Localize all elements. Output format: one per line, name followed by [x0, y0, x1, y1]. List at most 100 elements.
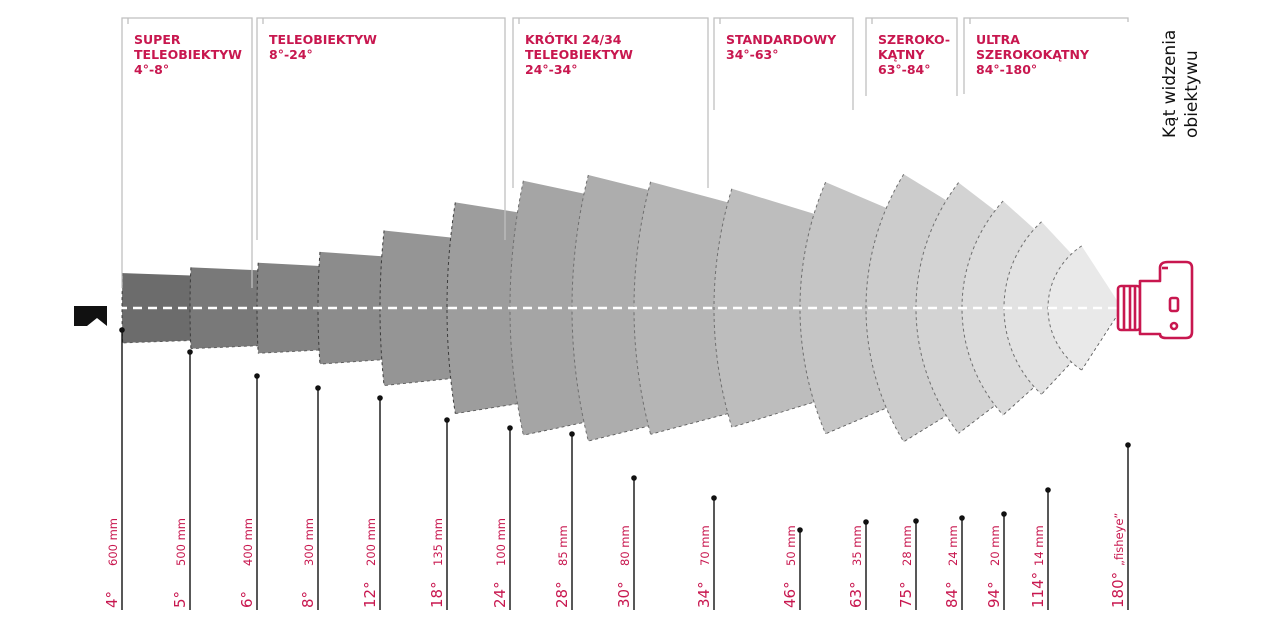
sector-arc-34 — [713, 188, 733, 428]
angle-label-24: 24° — [491, 581, 509, 608]
lens-column-46: 46° 50 mm — [781, 525, 803, 610]
angle-label-180: 180° — [1109, 572, 1127, 608]
focal-label-63: 35 mm — [850, 525, 864, 566]
focal-label-94: 20 mm — [988, 525, 1002, 566]
lens-column-18: 18° 135 mm — [428, 417, 450, 610]
group-label-line: 4°-8° — [134, 62, 169, 77]
group-label-line: 34°-63° — [726, 47, 778, 62]
group-label-line: 24°-34° — [525, 62, 577, 77]
leader-dot-28 — [569, 431, 575, 437]
focal-label-46: 50 mm — [784, 525, 798, 566]
angle-label-63: 63° — [847, 581, 865, 608]
group-label-5: SZEROKO-KĄTNY 63°-84° — [878, 32, 950, 77]
leader-dot-5 — [187, 349, 193, 355]
leader-dot-30 — [631, 475, 637, 481]
camera-icon — [1116, 260, 1194, 340]
lens-labels: 4° 600 mm 5° 500 mm 6° 400 mm 8° 300 mm 12° 200 m… — [103, 327, 1131, 610]
leader-dot-114 — [1045, 487, 1051, 493]
angle-label-30: 30° — [615, 581, 633, 608]
focal-label-114: 14 mm — [1032, 525, 1046, 566]
angle-label-114: 114° — [1029, 572, 1047, 608]
focal-label-34: 70 mm — [698, 525, 712, 566]
leader-dot-6 — [254, 373, 260, 379]
lens-column-30: 30° 80 mm — [615, 475, 637, 610]
group-bracket-2 — [256, 17, 506, 240]
chart-title-line-1: Kąt widzenia — [1160, 30, 1180, 138]
group-bracket-5 — [865, 17, 958, 96]
leader-dot-46 — [797, 527, 803, 533]
group-label-line: SUPER — [134, 32, 181, 47]
angle-label-5: 5° — [171, 591, 189, 608]
group-label-line: SZEROKO- — [878, 32, 950, 47]
angle-label-18: 18° — [428, 581, 446, 608]
lens-column-84: 84° 24 mm — [943, 515, 965, 610]
sector-arc-12 — [379, 230, 385, 386]
sector-arc-46 — [799, 181, 827, 435]
leader-dot-8 — [315, 385, 321, 391]
lens-column-63: 63° 35 mm — [847, 519, 869, 610]
lens-column-5: 5° 500 mm — [171, 349, 193, 610]
angle-label-84: 84° — [943, 581, 961, 608]
group-label-line: TELEOBIEKTYW — [134, 47, 242, 62]
focal-label-28: 85 mm — [556, 525, 570, 566]
group-bracket-6 — [963, 17, 1129, 94]
focal-label-12: 200 mm — [364, 518, 378, 566]
group-label-2: TELEOBIEKTYW 8°-24° — [269, 32, 377, 62]
angle-label-28: 28° — [553, 581, 571, 608]
group-header-6: ULTRA SZEROKOKĄTNY 84°-180° — [963, 17, 1129, 94]
sector-ray-114 — [1081, 307, 1123, 371]
group-label-3: KRÓTKI 24/34 TELEOBIEKTYW 24°-34° — [525, 32, 633, 77]
sector-layer — [118, 173, 1129, 443]
sector-arc-63 — [865, 173, 905, 443]
group-label-line: STANDARDOWY — [726, 32, 837, 47]
group-bracket-4 — [713, 17, 854, 110]
focal-label-180: „fisheye” — [1112, 513, 1126, 566]
lens-column-34: 34° 70 mm — [695, 495, 717, 610]
group-label-line: 84°-180° — [976, 62, 1037, 77]
leader-dot-18 — [444, 417, 450, 423]
leader-dot-75 — [913, 518, 919, 524]
focal-label-30: 80 mm — [618, 525, 632, 566]
angle-label-46: 46° — [781, 581, 799, 608]
leader-dot-24 — [507, 425, 513, 431]
leader-dot-180 — [1125, 442, 1131, 448]
lens-column-4: 4° 600 mm — [103, 327, 125, 610]
group-header-1: SUPER TELEOBIEKTYW 4°-8° — [121, 17, 253, 288]
group-label-4: STANDARDOWY 34°-63° — [726, 32, 837, 62]
group-headers: SUPER TELEOBIEKTYW 4°-8°TELEOBIEKTYW 8°-24°… — [121, 17, 1129, 288]
sector-arc-6 — [256, 262, 259, 354]
lens-column-114: 114° 14 mm — [1029, 487, 1051, 610]
group-bracket-1 — [121, 17, 253, 288]
group-label-line: KRÓTKI 24/34 — [525, 32, 622, 47]
subject-flag-icon — [74, 306, 107, 326]
group-label-line: TELEOBIEKTYW — [525, 47, 633, 62]
lens-column-8: 8° 300 mm — [299, 385, 321, 610]
group-label-line: SZEROKOKĄTNY — [976, 47, 1090, 62]
lens-column-24: 24° 100 mm — [491, 425, 513, 610]
leader-dot-94 — [1001, 511, 1007, 517]
focal-label-6: 400 mm — [241, 518, 255, 566]
focal-label-5: 500 mm — [174, 518, 188, 566]
leader-dot-84 — [959, 515, 965, 521]
focal-label-4: 600 mm — [106, 518, 120, 566]
sector-arc-84 — [961, 200, 1004, 416]
group-label-line: ULTRA — [976, 32, 1020, 47]
group-header-3: KRÓTKI 24/34 TELEOBIEKTYW 24°-34° — [512, 17, 709, 188]
lens-column-12: 12° 200 mm — [361, 395, 383, 610]
group-label-line: TELEOBIEKTYW — [269, 32, 377, 47]
leader-dot-12 — [377, 395, 383, 401]
lens-column-94: 94° 20 mm — [985, 511, 1007, 610]
angle-label-12: 12° — [361, 581, 379, 608]
focal-label-18: 135 mm — [431, 518, 445, 566]
focal-label-75: 28 mm — [900, 525, 914, 566]
chart-title: Kąt widzenia obiektywu — [1160, 24, 1202, 138]
group-label-line: KĄTNY — [878, 47, 925, 62]
angle-label-8: 8° — [299, 591, 317, 608]
leader-dot-63 — [863, 519, 869, 525]
group-header-4: STANDARDOWY 34°-63° — [713, 17, 854, 110]
angle-label-4: 4° — [103, 591, 121, 608]
group-bracket-3 — [512, 17, 709, 188]
leader-dot-4 — [119, 327, 125, 333]
lens-column-180: 180° „fisheye” — [1109, 442, 1131, 610]
